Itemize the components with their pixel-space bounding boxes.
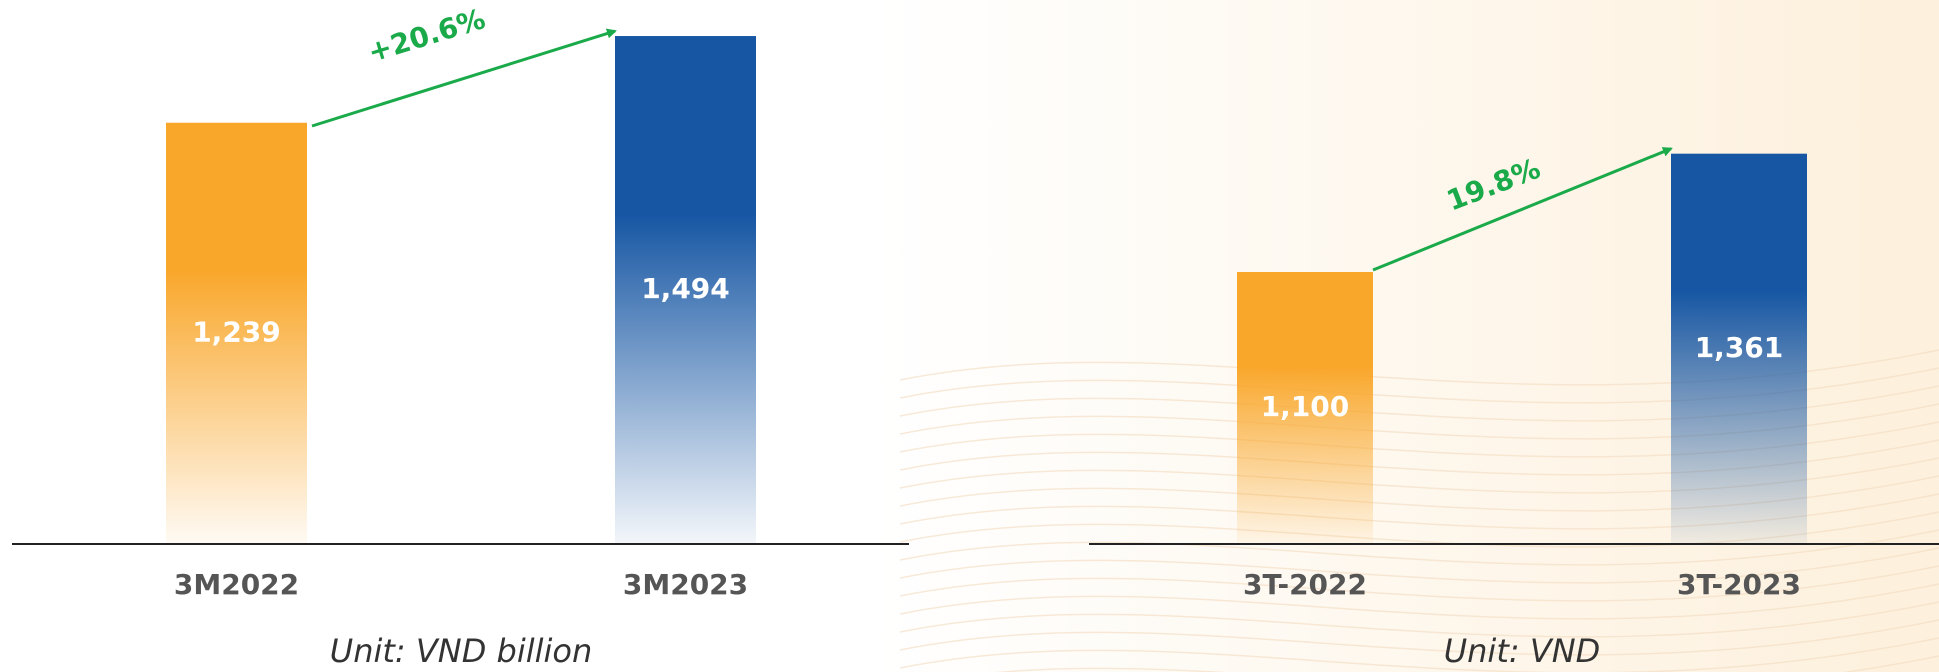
- bar: [1237, 272, 1373, 544]
- x-tick-label: 3T-2023: [1677, 568, 1801, 601]
- bar: [1671, 153, 1807, 544]
- wave-line: [899, 583, 1939, 620]
- wave-line: [994, 655, 1939, 672]
- wave-line: [899, 565, 1939, 602]
- wave-line: [899, 601, 1939, 638]
- growth-arrow: [311, 28, 617, 128]
- x-tick-label: 3M2022: [174, 568, 299, 601]
- wave-line: [899, 637, 1939, 672]
- x-tick-label: 3M2023: [623, 568, 748, 601]
- growth-arrow: [1372, 147, 1673, 272]
- wave-line: [899, 619, 1939, 656]
- value-label: 1,494: [641, 272, 730, 305]
- x-tick-label: 3T-2022: [1243, 568, 1367, 601]
- value-label: 1,100: [1261, 390, 1350, 423]
- wave-line: [899, 529, 1939, 566]
- bar: [166, 122, 307, 545]
- bar: [615, 36, 756, 544]
- value-label: 1,239: [192, 315, 281, 348]
- unit-label: Unit: VND: [1444, 632, 1601, 670]
- unit-label: Unit: VND billion: [330, 632, 592, 670]
- wave-line: [899, 547, 1939, 584]
- value-label: 1,361: [1695, 331, 1784, 364]
